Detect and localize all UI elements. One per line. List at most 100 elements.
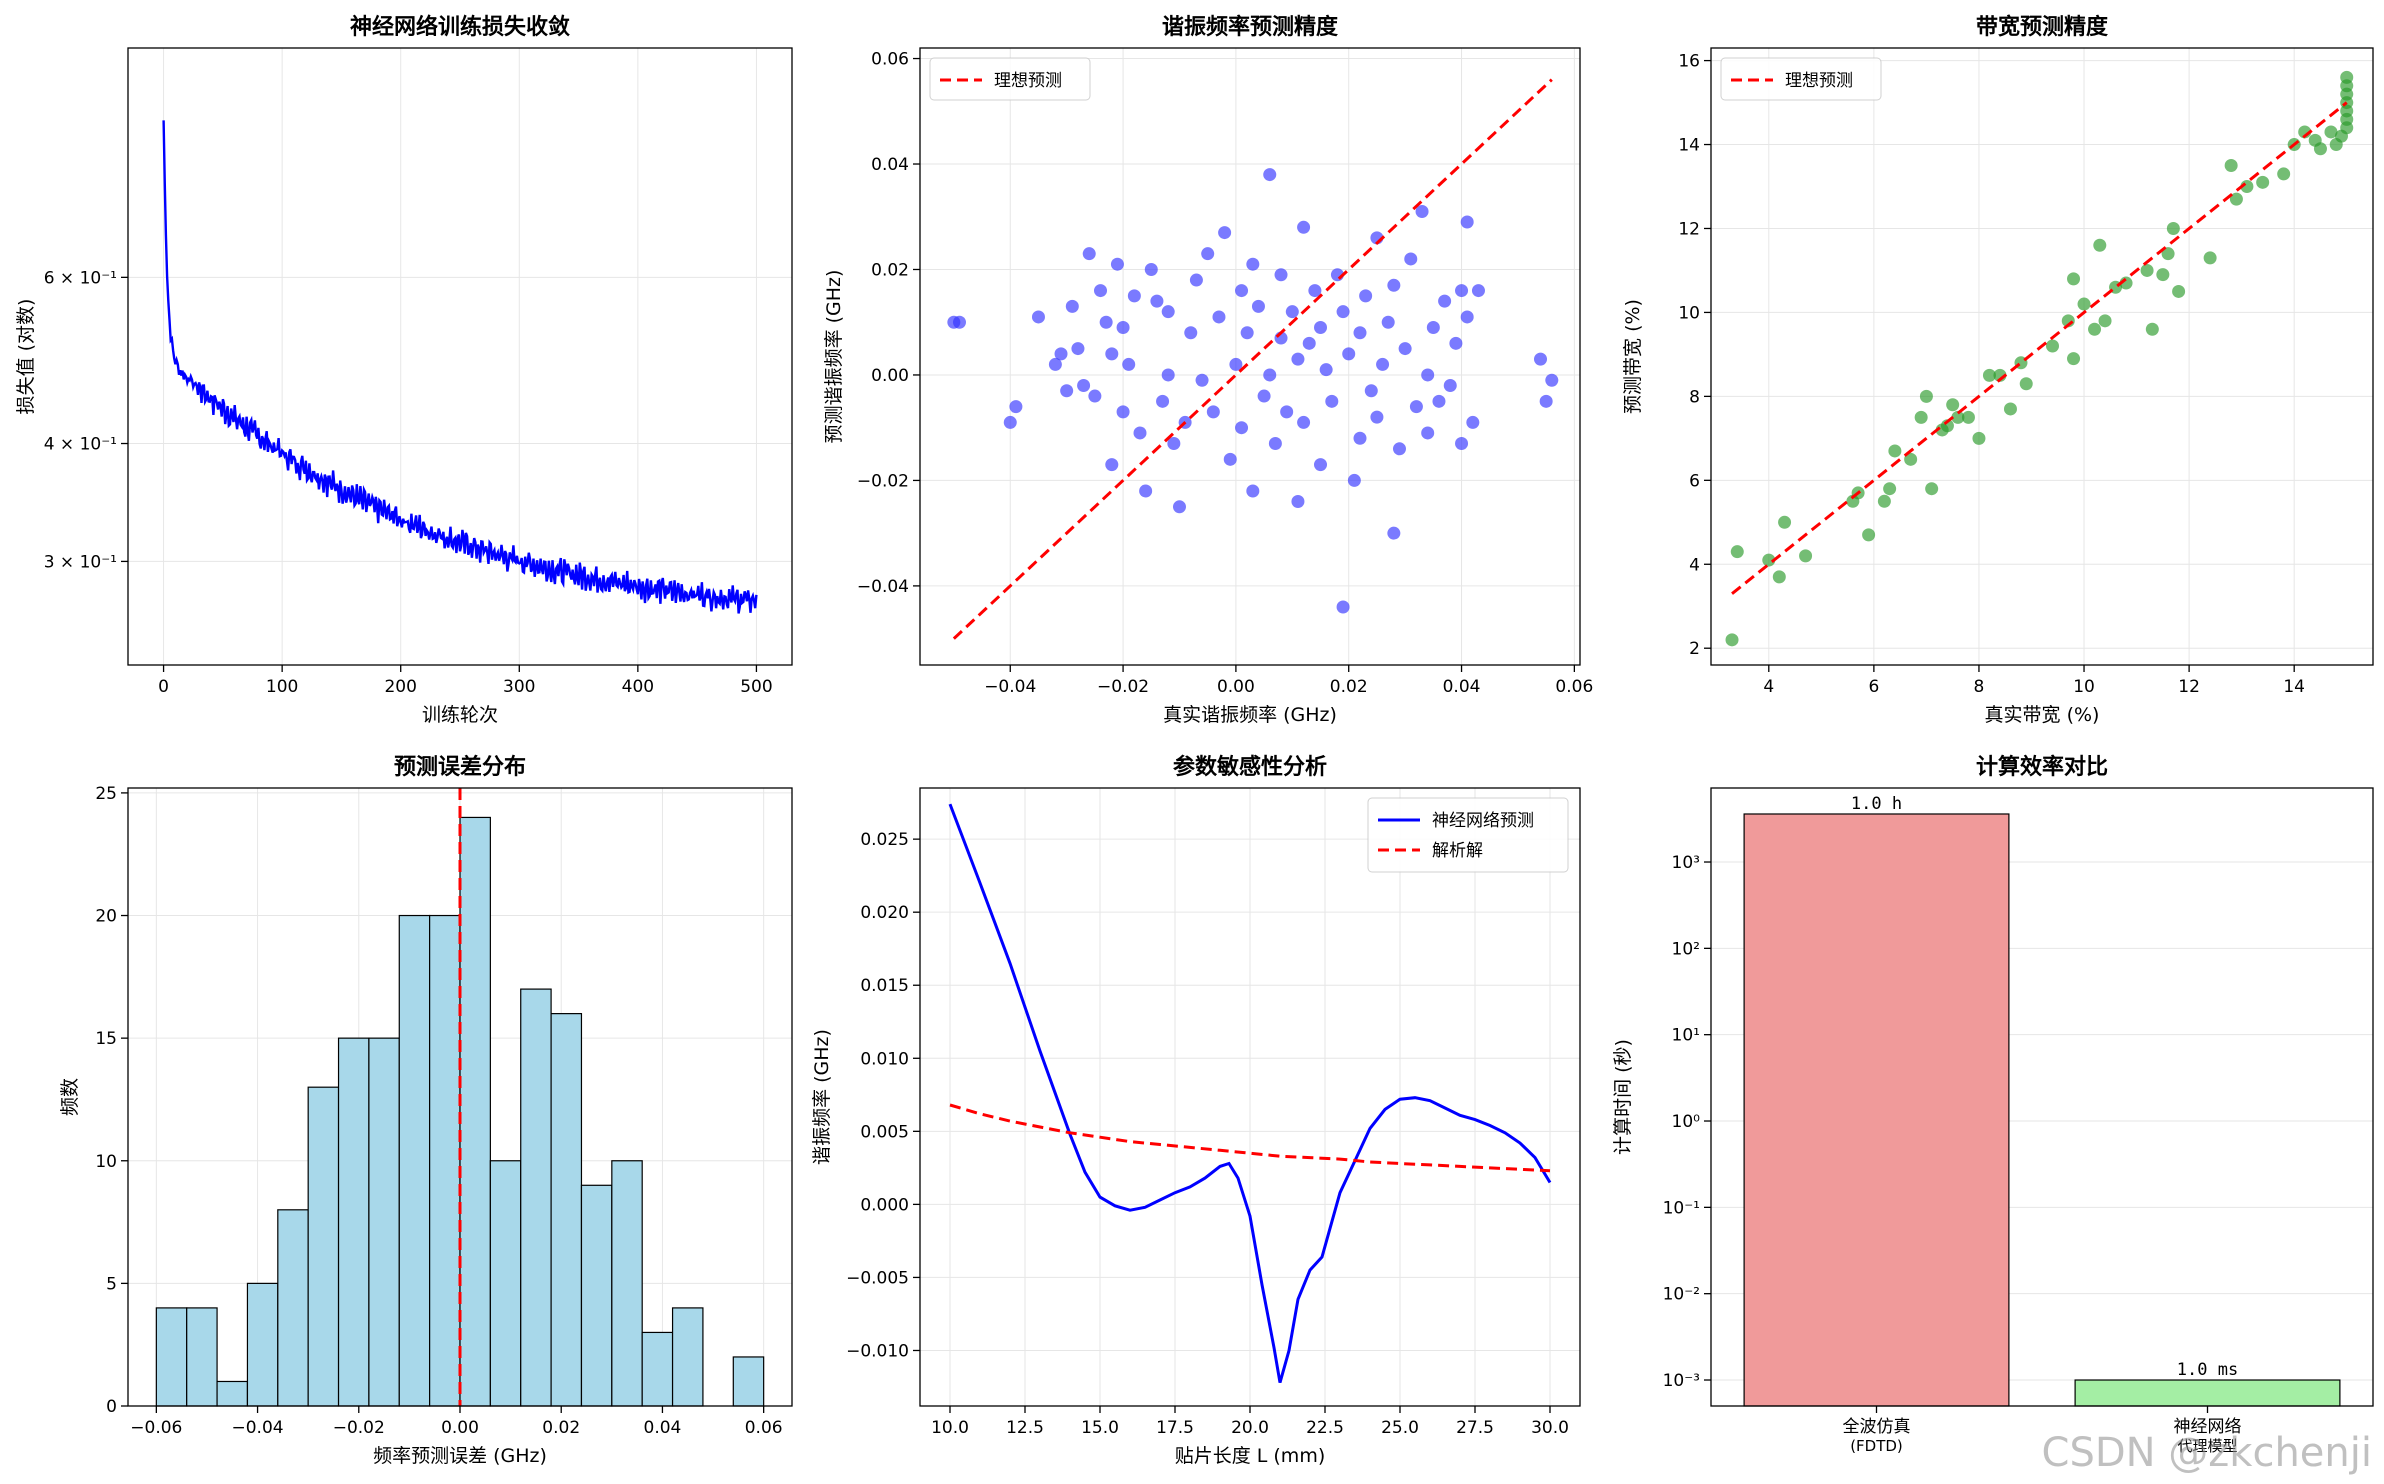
scatter-point bbox=[1172, 500, 1186, 514]
scatter-point bbox=[1449, 336, 1463, 350]
scatter-point bbox=[1471, 284, 1485, 298]
scatter-point bbox=[1877, 494, 1891, 508]
scatter-point bbox=[1161, 305, 1175, 319]
scatter-point bbox=[1725, 633, 1739, 647]
x-tick-label: 8 bbox=[1974, 677, 1985, 697]
scatter-point bbox=[1302, 336, 1316, 350]
axes-frame bbox=[1710, 787, 2374, 1407]
x-axis-label: 真实带宽 (%) bbox=[1985, 704, 2100, 726]
scatter-point bbox=[1094, 284, 1108, 298]
y-tick-label: 10³ bbox=[1672, 853, 1700, 873]
scatter-point bbox=[2093, 238, 2107, 252]
scatter-point bbox=[1426, 320, 1440, 334]
y-tick-label: 10 bbox=[95, 1152, 117, 1172]
y-tick-label: 8 bbox=[1689, 387, 1700, 407]
legend-box bbox=[929, 57, 1091, 101]
scatter-point bbox=[2166, 221, 2180, 235]
scatter-point bbox=[1539, 394, 1553, 408]
histogram-bar bbox=[732, 1356, 765, 1407]
scatter-point bbox=[1888, 444, 1902, 458]
x-tick-label: 12.5 bbox=[1006, 1418, 1044, 1438]
histogram-bar bbox=[398, 914, 431, 1407]
axes-frame bbox=[919, 47, 1581, 666]
scatter-point bbox=[1268, 437, 1282, 451]
scatter-point bbox=[1161, 368, 1175, 382]
scatter-point bbox=[1799, 549, 1813, 563]
scatter-point bbox=[1223, 452, 1237, 466]
efficiency-bar bbox=[1743, 813, 2010, 1407]
scatter-point bbox=[1919, 389, 1933, 403]
scatter-point bbox=[1291, 352, 1305, 366]
scatter-point bbox=[1235, 284, 1249, 298]
scatter-point bbox=[1065, 299, 1079, 313]
scatter-point bbox=[1364, 384, 1378, 398]
scatter-point bbox=[1319, 363, 1333, 377]
x-tick-label: 0 bbox=[158, 677, 169, 697]
y-tick-label: 10⁻¹ bbox=[1663, 1198, 1700, 1218]
scatter-point bbox=[1110, 257, 1124, 271]
scatter-point bbox=[1387, 278, 1401, 292]
error-histogram-plot: −0.06 −0.04 −0.02 0.00 0.02 0.04 0.06 0 5 10 15 20 2… bbox=[59, 754, 793, 1467]
legend-box bbox=[1720, 57, 1882, 101]
bar-value-label: 1.0 h bbox=[1851, 794, 1902, 814]
y-axis-label: 谐振频率 (GHz) bbox=[811, 1029, 833, 1165]
scatter-point bbox=[2019, 377, 2033, 391]
scatter-point bbox=[1545, 373, 1559, 387]
scatter-point bbox=[1105, 458, 1119, 472]
scatter-point bbox=[1460, 215, 1474, 229]
y-tick-label: 0.02 bbox=[871, 260, 909, 280]
scatter-point bbox=[1982, 368, 1996, 382]
y-tick-label: 16 bbox=[1678, 52, 1700, 72]
ideal-prediction-line bbox=[952, 78, 1553, 640]
scatter-point bbox=[1206, 405, 1220, 419]
x-tick-label: 20.0 bbox=[1231, 1418, 1269, 1438]
y-tick-label: 10¹ bbox=[1672, 1026, 1700, 1046]
legend-box bbox=[1367, 797, 1569, 873]
histogram-bar bbox=[611, 1160, 643, 1407]
scatter-point bbox=[1246, 484, 1260, 498]
scatter-point bbox=[1009, 400, 1023, 414]
scatter-point bbox=[1353, 326, 1367, 340]
scatter-point bbox=[2140, 263, 2154, 277]
scatter-point bbox=[1122, 357, 1136, 371]
y-tick-label: −0.04 bbox=[857, 577, 909, 597]
scatter-point bbox=[1862, 528, 1876, 542]
x-tick-label: 6 bbox=[1868, 677, 1879, 697]
y-axis-label: 计算时间 (秒) bbox=[1612, 1039, 1634, 1155]
x-tick-label: −0.04 bbox=[984, 677, 1036, 697]
scatter-point bbox=[1904, 452, 1918, 466]
scatter-point bbox=[2046, 339, 2060, 353]
y-tick-label: 0.00 bbox=[871, 366, 909, 386]
y-tick-label: 0.015 bbox=[860, 976, 909, 996]
x-tick-label: 17.5 bbox=[1156, 1418, 1194, 1438]
scatter-point bbox=[1229, 357, 1243, 371]
chart-title: 谐振频率预测精度 bbox=[1162, 14, 1339, 40]
y-tick-label: −0.010 bbox=[846, 1341, 909, 1361]
histogram-bar bbox=[368, 1037, 400, 1407]
scatter-point bbox=[1342, 347, 1356, 361]
scatter-point bbox=[1184, 326, 1198, 340]
scatter-point bbox=[1003, 415, 1017, 429]
scatter-point bbox=[1455, 437, 1469, 451]
scatter-point bbox=[1914, 410, 1928, 424]
scatter-point bbox=[1951, 410, 1965, 424]
x-tick-label: 10.0 bbox=[931, 1418, 969, 1438]
scatter-point bbox=[1031, 310, 1045, 324]
ideal-prediction-line bbox=[1731, 101, 2348, 595]
axes-frame bbox=[127, 47, 793, 666]
y-tick-label: 0.005 bbox=[860, 1122, 909, 1142]
scatter-point bbox=[1325, 394, 1339, 408]
x-tick-label: 4 bbox=[1763, 677, 1774, 697]
scatter-point bbox=[1127, 289, 1141, 303]
scatter-point bbox=[1387, 526, 1401, 540]
scatter-point bbox=[1060, 384, 1074, 398]
y-tick-label: 4 bbox=[1689, 555, 1700, 575]
scatter-point bbox=[1139, 484, 1153, 498]
scatter-point bbox=[2203, 251, 2217, 265]
y-tick-label: 12 bbox=[1678, 219, 1700, 239]
scatter-point bbox=[1432, 394, 1446, 408]
scatter-point bbox=[1257, 389, 1271, 403]
